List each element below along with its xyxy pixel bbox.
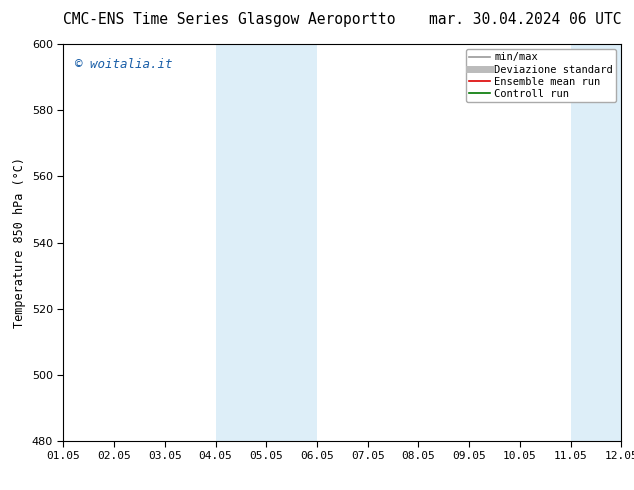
Bar [216,44,317,441]
Legend: min/max, Deviazione standard, Ensemble mean run, Controll run: min/max, Deviazione standard, Ensemble m… [466,49,616,102]
Text: mar. 30.04.2024 06 UTC: mar. 30.04.2024 06 UTC [429,12,621,27]
Bar [571,44,634,441]
Y-axis label: Temperature 850 hPa (°C): Temperature 850 hPa (°C) [13,157,26,328]
Text: © woitalia.it: © woitalia.it [75,58,172,71]
Text: CMC-ENS Time Series Glasgow Aeroportto: CMC-ENS Time Series Glasgow Aeroportto [63,12,396,27]
